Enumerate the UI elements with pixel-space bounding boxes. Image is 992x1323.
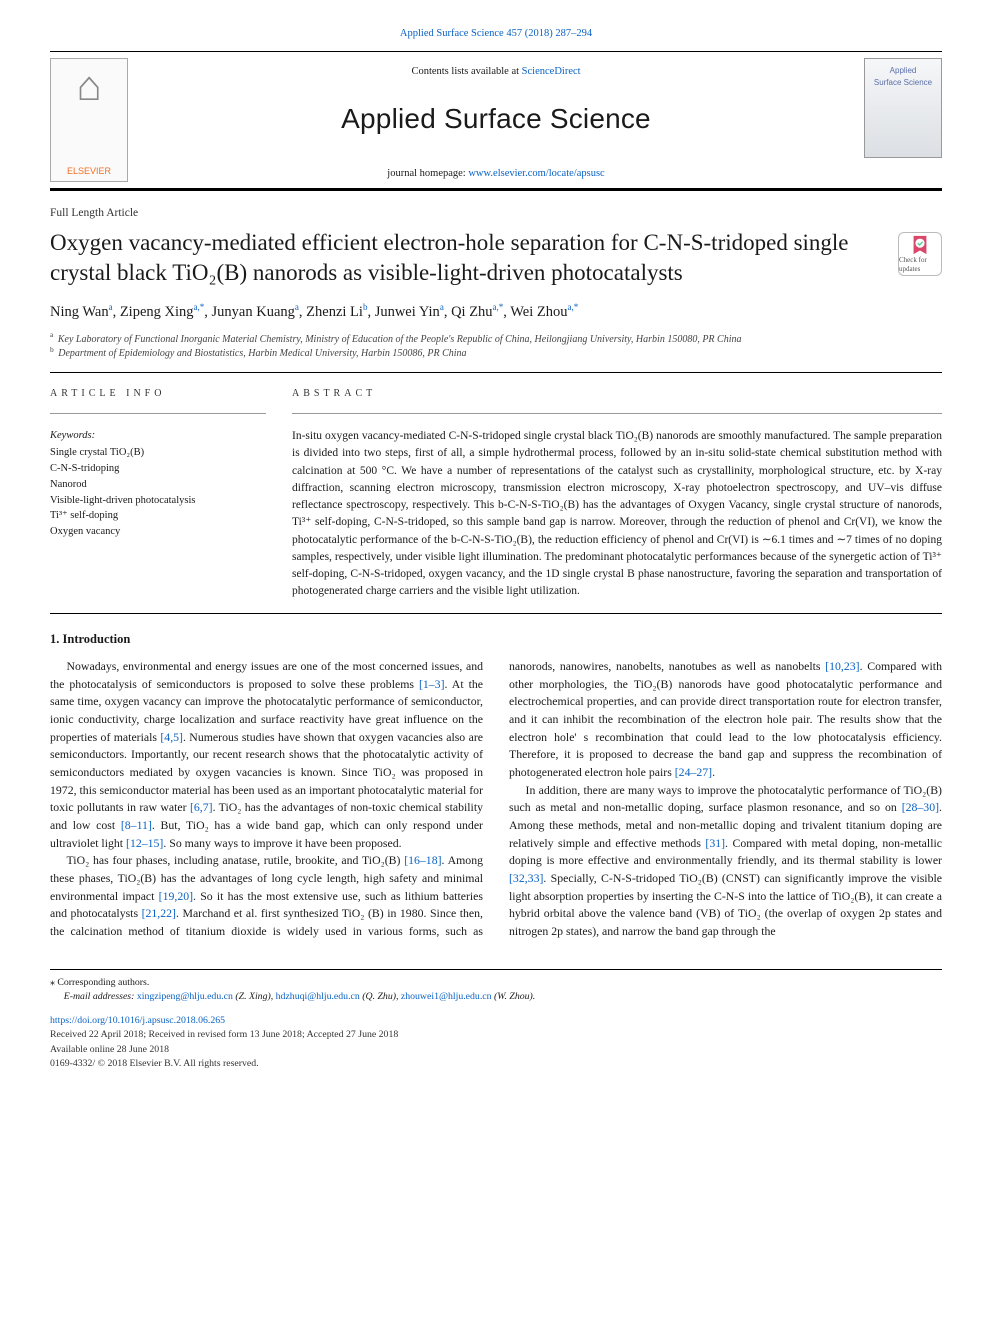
keyword-item: Nanorod — [50, 477, 266, 493]
affil-a: Key Laboratory of Functional Inorganic M… — [58, 334, 742, 345]
divider — [50, 413, 266, 414]
ref-link[interactable]: [31] — [705, 836, 725, 850]
homepage-line: journal homepage: www.elsevier.com/locat… — [145, 166, 847, 181]
history: Received 22 April 2018; Received in revi… — [50, 1028, 942, 1042]
journal-header: ⌂ ELSEVIER Applied Surface Science Conte… — [50, 51, 942, 191]
corresponding-note: ⁎ Corresponding authors. — [50, 976, 942, 990]
body-text: Nowadays, environmental and energy issue… — [50, 658, 942, 941]
homepage-link[interactable]: www.elsevier.com/locate/apsusc — [468, 168, 604, 179]
check-updates-badge[interactable]: Check for updates — [898, 232, 942, 276]
ref-link[interactable]: [4,5] — [160, 730, 183, 744]
divider — [50, 372, 942, 373]
email-link[interactable]: xingzipeng@hlju.edu.cn — [137, 991, 233, 1002]
publisher-name: ELSEVIER — [67, 165, 111, 178]
ref-link[interactable]: [28–30] — [902, 800, 939, 814]
cover-line2: Surface Science — [874, 77, 932, 89]
top-citation-link[interactable]: Applied Surface Science 457 (2018) 287–2… — [400, 28, 592, 39]
sciencedirect-link[interactable]: ScienceDirect — [522, 66, 581, 77]
ref-link[interactable]: [16–18] — [404, 853, 441, 867]
ref-link[interactable]: [21,22] — [142, 906, 176, 920]
check-badge-label: Check for updates — [899, 256, 941, 274]
ref-link[interactable]: [19,20] — [159, 889, 193, 903]
doi-link[interactable]: https://doi.org/10.1016/j.apsusc.2018.06… — [50, 1014, 942, 1028]
section-heading: 1. Introduction — [50, 630, 942, 648]
ref-link[interactable]: [32,33] — [509, 871, 543, 885]
abstract-heading: ABSTRACT — [292, 387, 942, 402]
divider — [292, 413, 942, 414]
article-title: Oxygen vacancy-mediated efficient electr… — [50, 228, 942, 288]
keyword-item: Ti³⁺ self-doping — [50, 508, 266, 524]
ref-link[interactable]: [1–3] — [419, 677, 445, 691]
affiliations: a Key Laboratory of Functional Inorganic… — [50, 333, 942, 362]
authors: Ning Wana, Zipeng Xinga,*, Junyan Kuanga… — [50, 302, 942, 323]
article-type: Full Length Article — [50, 205, 942, 222]
emails-line: E-mail addresses: xingzipeng@hlju.edu.cn… — [50, 990, 942, 1004]
footnotes: ⁎ Corresponding authors. E-mail addresse… — [50, 969, 942, 1071]
keyword-item: Single crystal TiO₂(B) — [50, 445, 266, 461]
keywords-list: Single crystal TiO₂(B)C-N-S-tridopingNan… — [50, 445, 266, 540]
affil-b: Department of Epidemiology and Biostatis… — [58, 348, 466, 359]
email-link[interactable]: hdzhuqi@hlju.edu.cn — [276, 991, 360, 1002]
keyword-item: Visible-light-driven photocatalysis — [50, 493, 266, 509]
top-citation: Applied Surface Science 457 (2018) 287–2… — [50, 26, 942, 41]
online-date: Available online 28 June 2018 — [50, 1043, 942, 1057]
contents-line: Contents lists available at ScienceDirec… — [145, 64, 847, 79]
ref-link[interactable]: [8–11] — [121, 818, 152, 832]
journal-name: Applied Surface Science — [145, 99, 847, 140]
bookmark-check-icon — [909, 234, 931, 256]
keywords-heading: Keywords: — [50, 428, 266, 443]
keyword-item: Oxygen vacancy — [50, 524, 266, 540]
copyright: 0169-4332/ © 2018 Elsevier B.V. All righ… — [50, 1057, 942, 1071]
tree-icon: ⌂ — [76, 65, 101, 107]
keyword-item: C-N-S-tridoping — [50, 461, 266, 477]
email-link[interactable]: zhouwei1@hlju.edu.cn — [401, 991, 492, 1002]
abstract-text: In-situ oxygen vacancy-mediated C-N-S-tr… — [292, 428, 942, 601]
ref-link[interactable]: [6,7] — [190, 800, 213, 814]
publisher-logo: ⌂ ELSEVIER — [50, 58, 128, 182]
journal-cover: Applied Surface Science — [864, 58, 942, 158]
ref-link[interactable]: [12–15] — [126, 836, 163, 850]
ref-link[interactable]: [10,23] — [825, 659, 859, 673]
article-info-heading: ARTICLE INFO — [50, 387, 266, 402]
divider — [50, 613, 942, 614]
cover-line1: Applied — [890, 65, 917, 77]
ref-link[interactable]: [24–27] — [675, 765, 712, 779]
